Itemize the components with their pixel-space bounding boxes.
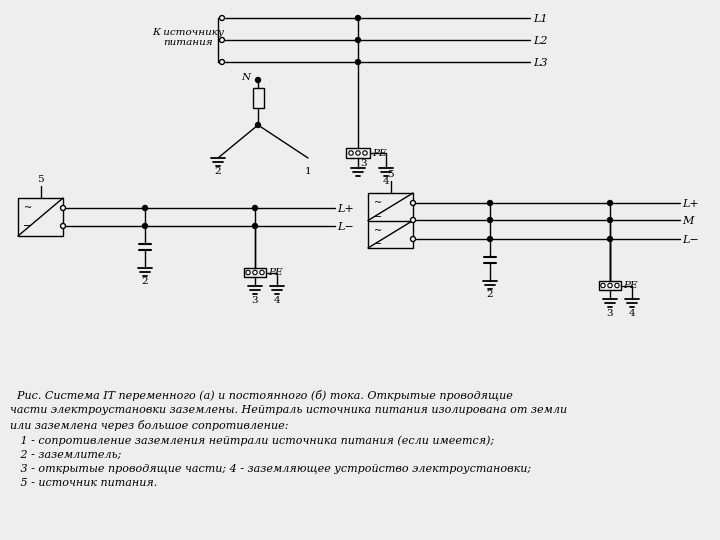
Circle shape xyxy=(348,151,354,155)
Text: К источнику
питания: К источнику питания xyxy=(152,28,224,48)
Circle shape xyxy=(220,37,225,43)
Text: 2: 2 xyxy=(142,277,148,286)
Circle shape xyxy=(615,284,619,288)
Text: ~: ~ xyxy=(374,226,382,235)
Text: 4: 4 xyxy=(274,296,280,305)
Text: L1: L1 xyxy=(533,14,547,24)
Text: 2: 2 xyxy=(487,290,493,299)
Text: PE: PE xyxy=(372,148,387,158)
Circle shape xyxy=(487,218,492,222)
Text: L2: L2 xyxy=(533,36,547,46)
Circle shape xyxy=(608,237,613,241)
Text: 1: 1 xyxy=(305,167,311,176)
Text: N: N xyxy=(241,73,250,83)
Circle shape xyxy=(60,206,66,211)
Text: −: − xyxy=(23,221,32,231)
Text: 3: 3 xyxy=(607,309,613,318)
Bar xyxy=(18,198,63,236)
Circle shape xyxy=(608,284,612,288)
Text: M: M xyxy=(682,216,693,226)
Text: L+: L+ xyxy=(682,199,698,209)
Circle shape xyxy=(256,123,261,127)
Text: PE: PE xyxy=(623,281,638,290)
Circle shape xyxy=(60,224,66,228)
Circle shape xyxy=(356,16,361,21)
Circle shape xyxy=(356,37,361,43)
Text: L−: L− xyxy=(337,222,354,232)
Circle shape xyxy=(253,271,257,275)
Circle shape xyxy=(220,16,225,21)
Circle shape xyxy=(260,271,264,275)
Bar xyxy=(244,268,266,277)
Circle shape xyxy=(608,200,613,206)
Circle shape xyxy=(220,59,225,64)
Circle shape xyxy=(356,151,360,155)
Circle shape xyxy=(410,237,415,241)
Text: −: − xyxy=(374,212,382,222)
Text: 2: 2 xyxy=(215,167,221,176)
Text: Рис. Система IT переменного (а) и постоянного (б) тока. Открытые проводящие
част: Рис. Система IT переменного (а) и постоя… xyxy=(10,390,567,488)
Circle shape xyxy=(256,78,261,83)
Circle shape xyxy=(356,59,361,64)
Text: PE: PE xyxy=(268,268,283,277)
Circle shape xyxy=(253,224,258,228)
Text: L+: L+ xyxy=(337,204,354,214)
Text: ~: ~ xyxy=(374,198,382,208)
Text: 4: 4 xyxy=(629,309,635,318)
Circle shape xyxy=(143,206,148,211)
Circle shape xyxy=(600,284,606,288)
Text: 4: 4 xyxy=(383,177,390,186)
Circle shape xyxy=(363,151,367,155)
Bar xyxy=(599,281,621,290)
Bar xyxy=(368,193,413,248)
Circle shape xyxy=(410,200,415,206)
Circle shape xyxy=(246,271,251,275)
Circle shape xyxy=(143,224,148,228)
Circle shape xyxy=(487,200,492,206)
Text: 5: 5 xyxy=(37,175,44,184)
Circle shape xyxy=(608,218,613,222)
Text: ~: ~ xyxy=(24,203,32,213)
Bar xyxy=(253,88,264,108)
Text: L3: L3 xyxy=(533,58,547,68)
Circle shape xyxy=(487,237,492,241)
Circle shape xyxy=(253,206,258,211)
Text: 3: 3 xyxy=(252,296,258,305)
Text: L−: L− xyxy=(682,235,698,245)
Bar xyxy=(346,148,370,158)
Circle shape xyxy=(410,218,415,222)
Text: 5: 5 xyxy=(387,170,394,179)
Text: 3: 3 xyxy=(360,159,366,168)
Text: −: − xyxy=(374,240,382,249)
